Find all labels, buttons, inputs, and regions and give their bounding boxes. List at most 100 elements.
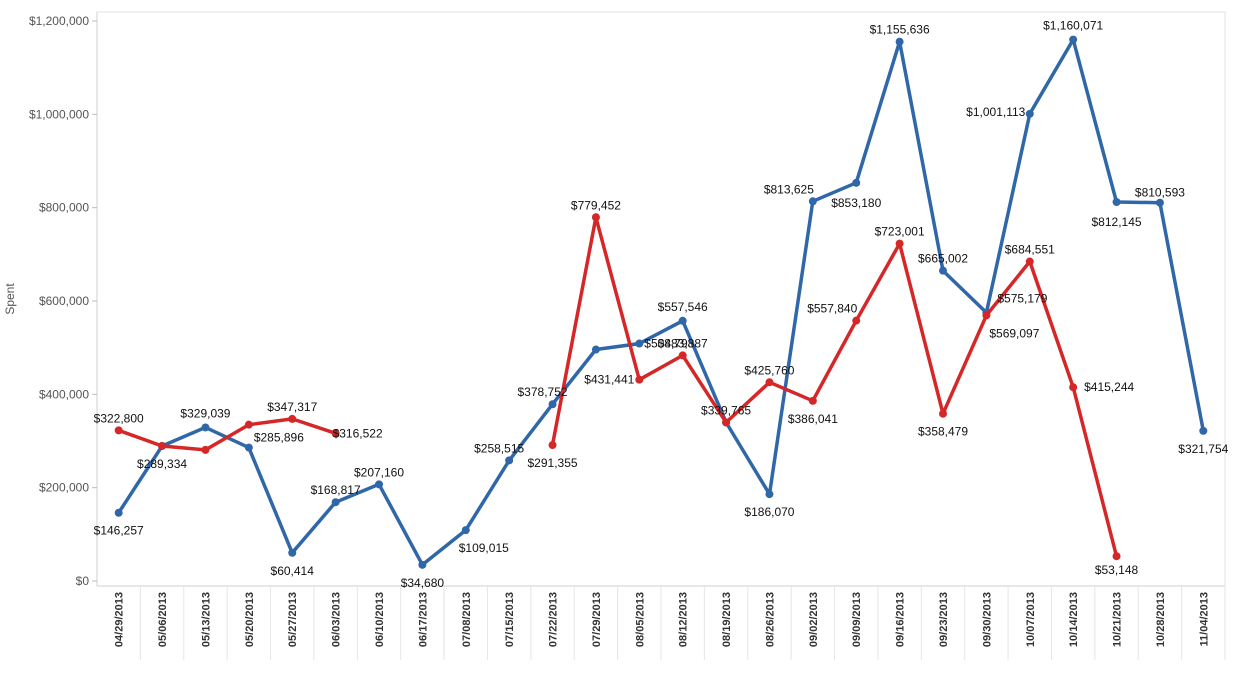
- data-point: [1025, 109, 1034, 118]
- x-tick-label: 06/17/2013: [417, 592, 429, 647]
- data-point: [678, 351, 687, 360]
- data-point: [1199, 426, 1208, 435]
- data-label: $1,001,113: [966, 105, 1025, 119]
- data-point: [765, 378, 774, 387]
- data-point: [895, 239, 904, 248]
- data-label: $207,160: [354, 465, 404, 479]
- y-tick-label: $200,000: [39, 481, 89, 495]
- data-label: $109,015: [459, 541, 509, 555]
- x-tick-label: 10/28/2013: [1155, 592, 1167, 647]
- data-label: $810,593: [1135, 186, 1185, 200]
- x-tick-label: 09/16/2013: [895, 592, 907, 647]
- data-point: [461, 526, 470, 535]
- data-label: $168,817: [311, 483, 361, 497]
- data-point: [1155, 198, 1164, 207]
- data-point: [982, 311, 991, 320]
- x-tick-label: 11/04/2013: [1198, 592, 1210, 646]
- data-point: [331, 429, 340, 438]
- data-label-layer: $146,257 $329,039 $285,896 $60,414 $168,817 $…: [94, 19, 1229, 590]
- y-tick-label: $1,200,000: [29, 14, 89, 28]
- x-tick-label: 05/06/2013: [157, 592, 169, 647]
- data-point: [158, 441, 167, 450]
- data-label: $347,317: [267, 400, 317, 414]
- y-tick-label: $0: [76, 574, 90, 588]
- data-label: $1,155,636: [870, 23, 930, 37]
- data-label: $358,479: [918, 425, 968, 439]
- data-label: $665,002: [918, 252, 968, 266]
- x-tick-label: 07/15/2013: [504, 592, 516, 647]
- data-label: $812,145: [1092, 215, 1142, 229]
- data-point: [288, 414, 297, 423]
- data-point: [852, 178, 861, 187]
- x-tick-label: 07/29/2013: [591, 592, 603, 647]
- data-point: [895, 37, 904, 46]
- data-label: $813,625: [764, 182, 814, 196]
- y-axis-ticks: $0 $200,000 $400,000 $600,000 $800,000 $1,000…: [29, 14, 97, 588]
- data-point: [591, 213, 600, 222]
- data-point: [635, 339, 644, 348]
- data-point: [548, 441, 557, 450]
- data-label: $1,160,071: [1043, 19, 1103, 33]
- data-label: $186,070: [744, 505, 794, 519]
- data-point: [288, 548, 297, 557]
- x-tick-label: 09/02/2013: [808, 592, 820, 647]
- data-point: [548, 400, 557, 409]
- x-tick-label: 10/14/2013: [1068, 592, 1080, 647]
- data-label: $378,752: [518, 385, 568, 399]
- data-label: $316,522: [333, 426, 383, 440]
- x-tick-label: 08/19/2013: [721, 592, 733, 647]
- data-point: [244, 443, 253, 452]
- y-tick-label: $800,000: [39, 201, 89, 215]
- y-axis-title: Spent: [3, 283, 17, 315]
- data-point: [114, 426, 123, 435]
- data-label: $285,896: [254, 431, 304, 445]
- data-point: [1112, 197, 1121, 206]
- data-label: $684,551: [1005, 243, 1055, 257]
- x-tick-label: 09/30/2013: [981, 592, 993, 647]
- data-label: $508,798: [644, 337, 694, 351]
- data-point: [201, 423, 210, 432]
- data-label: $146,257: [94, 524, 144, 538]
- data-label: $386,041: [788, 412, 838, 426]
- data-point: [1112, 552, 1121, 561]
- data-point: [765, 490, 774, 499]
- x-tick-label: 05/27/2013: [287, 592, 299, 647]
- data-label: $258,515: [474, 441, 524, 455]
- x-tick-label: 07/22/2013: [548, 592, 560, 647]
- data-point: [852, 316, 861, 325]
- series-layer: [114, 35, 1208, 569]
- x-tick-label: 08/12/2013: [678, 592, 690, 647]
- series-line: [116, 215, 1119, 558]
- data-label: $329,039: [180, 406, 230, 420]
- x-tick-label: 06/03/2013: [331, 592, 343, 647]
- data-point: [244, 420, 253, 429]
- data-label: $321,754: [1178, 442, 1228, 456]
- data-label: $322,800: [94, 411, 144, 425]
- data-point: [635, 375, 644, 384]
- y-tick-label: $1,000,000: [29, 107, 89, 121]
- data-point: [808, 197, 817, 206]
- data-point: [591, 345, 600, 354]
- x-tick-label: 08/26/2013: [764, 592, 776, 647]
- x-tick-label: 09/23/2013: [938, 592, 950, 647]
- data-point: [1069, 35, 1078, 44]
- data-point: [505, 456, 514, 465]
- data-point: [939, 266, 947, 275]
- x-tick-label: 07/08/2013: [461, 592, 473, 647]
- x-tick-label: 10/21/2013: [1112, 592, 1124, 647]
- data-label: $779,452: [571, 198, 621, 212]
- data-point: [201, 445, 210, 454]
- data-label: $291,355: [528, 456, 578, 470]
- data-label: $569,097: [989, 326, 1039, 340]
- data-label: $34,680: [401, 576, 445, 590]
- data-label: $60,414: [271, 564, 315, 578]
- x-tick-label: 08/05/2013: [634, 592, 646, 647]
- data-point: [939, 409, 947, 418]
- data-label: $853,180: [831, 196, 881, 210]
- data-label: $483,387: [658, 336, 708, 350]
- data-label: $431,441: [584, 373, 634, 387]
- data-point: [331, 498, 340, 507]
- data-point: [418, 560, 427, 569]
